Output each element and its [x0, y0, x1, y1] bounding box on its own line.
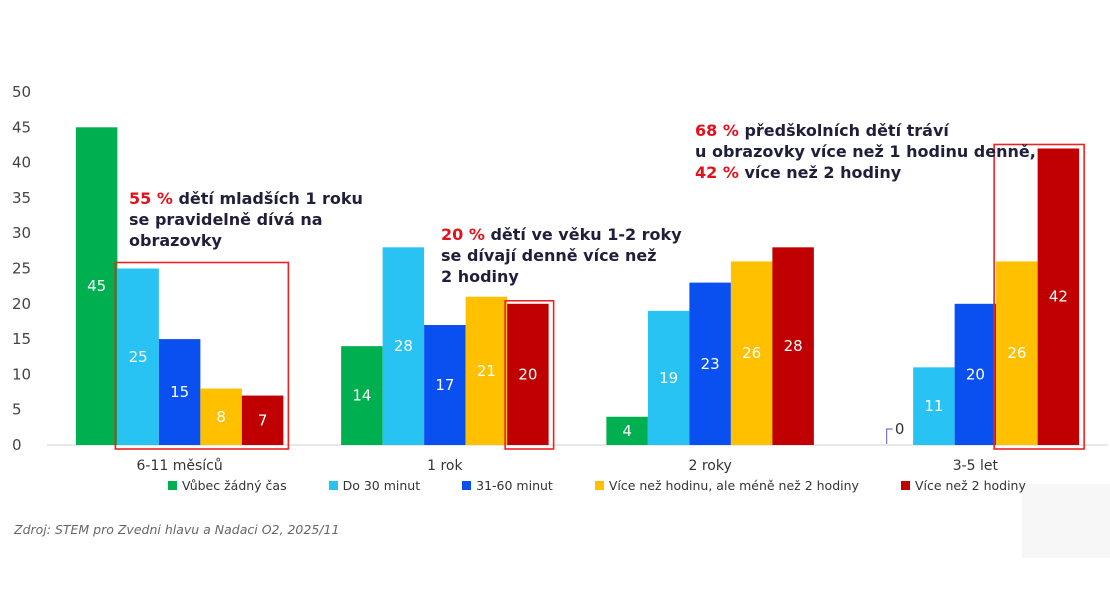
bar-2-1 [117, 268, 159, 445]
annotation-line: 2 hodiny [441, 267, 519, 286]
bar-3-1 [158, 339, 201, 445]
annotation-infants: 55 % dětí mladších 1 roku se pravidelně … [129, 188, 363, 251]
data-label: 26 [1007, 344, 1026, 362]
data-label: 28 [394, 337, 413, 355]
category-label: 3-5 let [953, 458, 999, 474]
category-label: 2 roky [688, 458, 731, 474]
bar-5-1 [241, 395, 284, 445]
annotation-toddlers: 20 % dětí ve věku 1-2 roky se dívají den… [441, 224, 682, 287]
annotation-highlight: 55 % [129, 189, 173, 208]
legend-label: Do 30 minut [342, 478, 421, 493]
data-label: 23 [701, 355, 720, 373]
annotation-line: více než 2 hodiny [738, 163, 902, 182]
highlight-box-toddlers [504, 299, 555, 450]
bar-4-1 [200, 388, 242, 445]
annotation-line: obrazovky [129, 231, 222, 250]
annotation-line: se dívají denně více než [441, 246, 657, 265]
y-tick-label: 25 [12, 260, 31, 278]
data-label: 17 [435, 376, 454, 394]
y-tick-label: 0 [12, 436, 22, 454]
data-label: 19 [659, 369, 678, 387]
legend-swatch [900, 481, 910, 490]
bar-5-2 [507, 303, 549, 445]
bar-2-2 [382, 247, 425, 445]
legend-label: Vůbec žádný čas [182, 478, 287, 493]
bar-5-4 [1037, 148, 1080, 446]
annotation-line: předškolních dětí tráví [738, 121, 949, 140]
legend-item: Do 30 minut [328, 478, 421, 493]
annotation-highlight: 20 % [441, 225, 485, 244]
data-label: 8 [216, 408, 226, 426]
y-tick-label: 20 [12, 295, 31, 313]
category-label: 1 rok [427, 458, 463, 474]
legend-item: Více než 2 hodiny [900, 478, 1026, 493]
y-tick-label: 5 [12, 401, 22, 419]
y-tick-label: 35 [12, 189, 31, 207]
legend-swatch [328, 481, 338, 490]
data-label: 20 [966, 365, 985, 383]
legend-item: Vůbec žádný čas [168, 478, 287, 493]
y-tick-label: 50 [12, 83, 31, 101]
bar-1-2 [341, 346, 383, 445]
bar-1-1 [75, 127, 118, 446]
legend-label: Více než 2 hodiny [914, 478, 1026, 493]
annotation-line: dětí mladších 1 roku [172, 189, 363, 208]
bar-3-3 [689, 282, 731, 445]
y-tick-label: 15 [12, 330, 31, 348]
bar-2-4 [913, 367, 955, 445]
data-label: 15 [170, 383, 189, 401]
data-label: 42 [1049, 288, 1068, 306]
annotation-preschool: 68 % předškolních dětí tráví u obrazovky… [695, 120, 1036, 183]
bar-5-3 [772, 247, 814, 445]
legend-label: 31-60 minut [476, 478, 553, 493]
legend-swatch [462, 481, 472, 490]
annotation-highlight: 68 % [695, 121, 739, 140]
legend-swatch [594, 481, 604, 490]
data-label: 14 [352, 387, 371, 405]
bar-1-3 [606, 416, 648, 445]
annotation-line: dětí ve věku 1-2 roky [484, 225, 682, 244]
bar-4-4 [996, 261, 1038, 445]
bar-4-3 [730, 261, 773, 445]
legend-label: Více než hodinu, ale méně než 2 hodiny [608, 478, 859, 493]
y-tick-label: 40 [12, 154, 31, 172]
bar-2-3 [647, 310, 690, 445]
data-label: 11 [924, 397, 943, 415]
annotation-highlight: 42 % [695, 163, 739, 182]
chart-legend: Vůbec žádný čas Do 30 minut 31-60 minut Víc… [168, 478, 1068, 493]
highlight-box-preschool [993, 143, 1085, 450]
data-label: 4 [622, 422, 632, 440]
corner-patch [1022, 484, 1110, 558]
source-note: Zdroj: STEM pro Zvedni hlavu a Nadaci O2… [14, 522, 340, 537]
data-label: 7 [258, 411, 268, 429]
legend-item: Více než hodinu, ale méně než 2 hodiny [594, 478, 859, 493]
data-label: 45 [87, 277, 106, 295]
legend-swatch [168, 481, 177, 490]
zero-marker [886, 428, 893, 444]
data-label: 26 [742, 344, 761, 362]
data-label: 21 [477, 362, 496, 380]
annotation-line: se pravidelně dívá na [129, 210, 323, 229]
data-label: 28 [784, 337, 803, 355]
data-label: 20 [518, 365, 537, 383]
y-tick-label: 45 [12, 118, 31, 136]
data-label: 0 [895, 420, 905, 438]
category-label: 6-11 měsíců [137, 458, 223, 474]
highlight-box-infants [114, 261, 290, 450]
y-tick-label: 10 [12, 365, 31, 383]
y-tick-label: 30 [12, 224, 31, 242]
bar-3-4 [954, 303, 997, 445]
legend-item: 31-60 minut [462, 478, 553, 493]
annotation-line: u obrazovky více než 1 hodinu denně, [695, 142, 1036, 161]
bar-4-2 [465, 296, 508, 445]
data-label: 25 [129, 348, 148, 366]
bar-3-2 [424, 324, 466, 445]
